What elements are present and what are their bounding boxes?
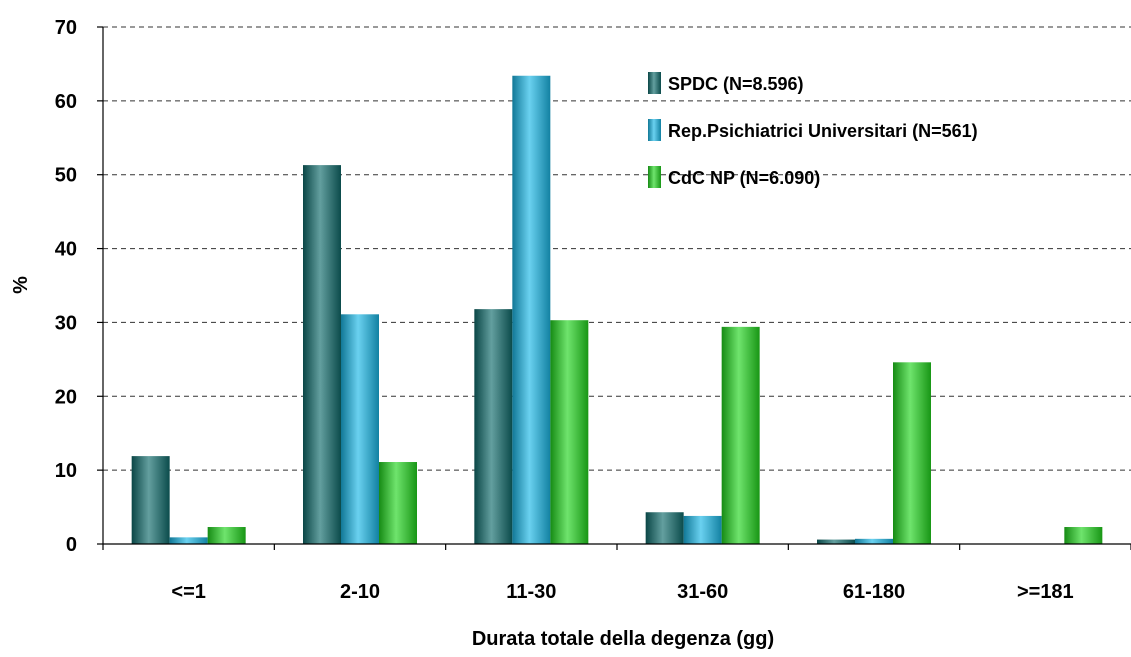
- x-tick-label: 2-10: [340, 581, 380, 603]
- y-tick-label: 50: [55, 165, 77, 187]
- axes: [97, 26, 1131, 550]
- legend-label: CdC NP (N=6.090): [668, 168, 820, 188]
- x-tick-label: 31-60: [677, 581, 728, 603]
- legend-label: SPDC (N=8.596): [668, 74, 804, 94]
- grid-lines: [103, 26, 1131, 471]
- bar: [341, 314, 379, 544]
- legend: SPDC (N=8.596) Rep.Psichiatrici Universit…: [648, 72, 978, 188]
- bar: [683, 515, 722, 544]
- legend-swatch: [648, 166, 661, 188]
- tick-labels: 0 10 20 30 40 50 60 70 <=1 2-10 11-30 31-60 61-180 >=…: [55, 17, 1074, 603]
- x-tick-label: 11-30: [506, 581, 556, 603]
- bar: [474, 309, 513, 544]
- y-tick-label: 20: [55, 386, 77, 408]
- y-tick-label: 10: [55, 460, 77, 482]
- bar: [379, 462, 417, 544]
- legend-label: Rep.Psichiatrici Universitari (N=561): [668, 121, 978, 141]
- bar: [550, 320, 589, 544]
- x-axis-title: Durata totale della degenza (gg): [472, 628, 774, 650]
- y-tick-label: 0: [66, 534, 77, 556]
- bar: [1064, 527, 1103, 544]
- bar: [169, 537, 208, 544]
- bar: [817, 539, 855, 544]
- x-tick-label: 61-180: [843, 581, 905, 603]
- y-tick-label: 70: [55, 17, 77, 39]
- bar: [855, 538, 893, 544]
- y-tick-label: 40: [55, 239, 77, 261]
- bar: [645, 512, 684, 544]
- bar: [721, 326, 760, 544]
- bar: [893, 362, 931, 544]
- x-tick-label: <=1: [171, 581, 205, 603]
- y-tick-label: 30: [55, 312, 77, 334]
- legend-swatch: [648, 72, 661, 94]
- x-tick-label: >=181: [1017, 581, 1074, 603]
- bar: [303, 165, 341, 544]
- bar: [207, 527, 246, 544]
- legend-swatch: [648, 119, 661, 141]
- bar: [131, 456, 170, 544]
- bar: [512, 75, 551, 544]
- y-tick-label: 60: [55, 91, 77, 113]
- bars: [131, 75, 1103, 544]
- y-axis-title: %: [10, 276, 32, 294]
